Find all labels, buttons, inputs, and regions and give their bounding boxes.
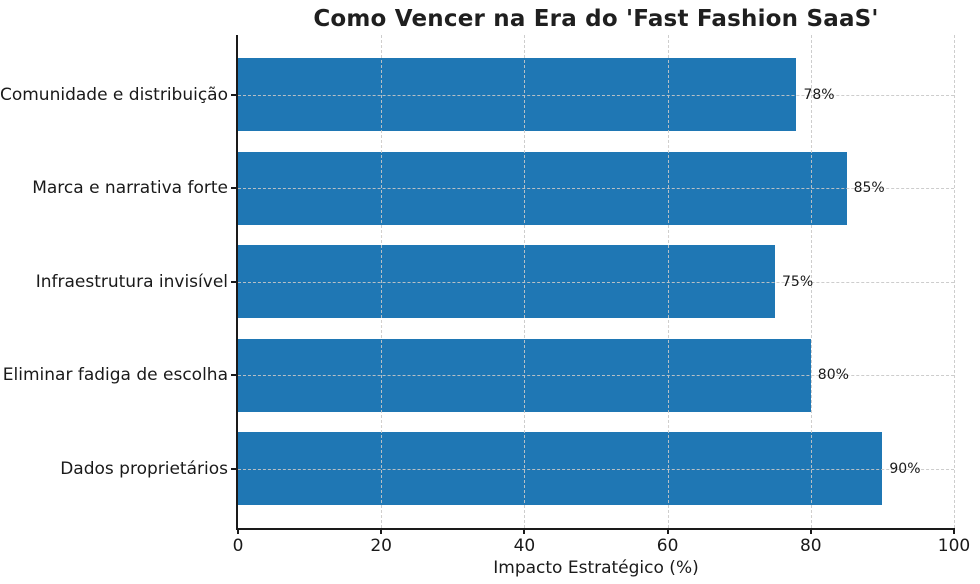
gridline-horizontal: [238, 94, 954, 96]
y-tick-mark: [231, 467, 238, 470]
x-tick-mark: [237, 528, 239, 534]
bar-value-label: 80%: [817, 367, 849, 383]
x-tick-label: 20: [370, 536, 393, 556]
gridline-horizontal: [238, 468, 954, 470]
y-tick-mark: [231, 280, 238, 283]
x-tick-label: 100: [937, 536, 971, 556]
x-tick-label: 0: [232, 536, 244, 556]
x-tick-label: 40: [513, 536, 536, 556]
y-category-label: Eliminar fadiga de escolha: [2, 365, 228, 385]
x-tick-mark: [523, 528, 526, 534]
x-tick-mark: [953, 528, 955, 534]
gridline-horizontal: [238, 375, 954, 376]
y-category-label: Marca e narrativa forte: [32, 178, 228, 198]
bar-value-label: 90%: [889, 460, 921, 477]
x-axis-spine: [236, 528, 955, 530]
y-tick-mark: [231, 187, 238, 189]
y-tick-mark: [231, 93, 238, 96]
y-category-label: Dados proprietários: [60, 458, 228, 479]
x-tick-mark: [666, 528, 669, 534]
y-category-label: Infraestrutura invisível: [35, 271, 228, 292]
plot-area: 78% 85% 75% 80% 90%: [238, 35, 955, 528]
chart-title: Como Vencer na Era do 'Fast Fashion SaaS…: [313, 6, 879, 32]
bar-value-label: 75%: [782, 273, 814, 290]
bar-value-label: 85%: [853, 180, 885, 196]
y-category-label: Comunidade e distribuição: [0, 84, 228, 105]
gridline-horizontal: [238, 281, 954, 283]
x-tick-label: 80: [799, 536, 822, 556]
x-tick-mark: [809, 528, 812, 534]
x-tick-mark: [380, 528, 383, 534]
y-tick-mark: [231, 374, 238, 376]
gridline-horizontal: [238, 188, 954, 189]
bar-value-label: 78%: [803, 86, 835, 103]
x-tick-label: 60: [656, 536, 679, 556]
gridline-vertical: [954, 35, 955, 528]
x-axis-label: Impacto Estratégico (%): [493, 558, 699, 578]
y-axis-spine: [236, 35, 238, 530]
